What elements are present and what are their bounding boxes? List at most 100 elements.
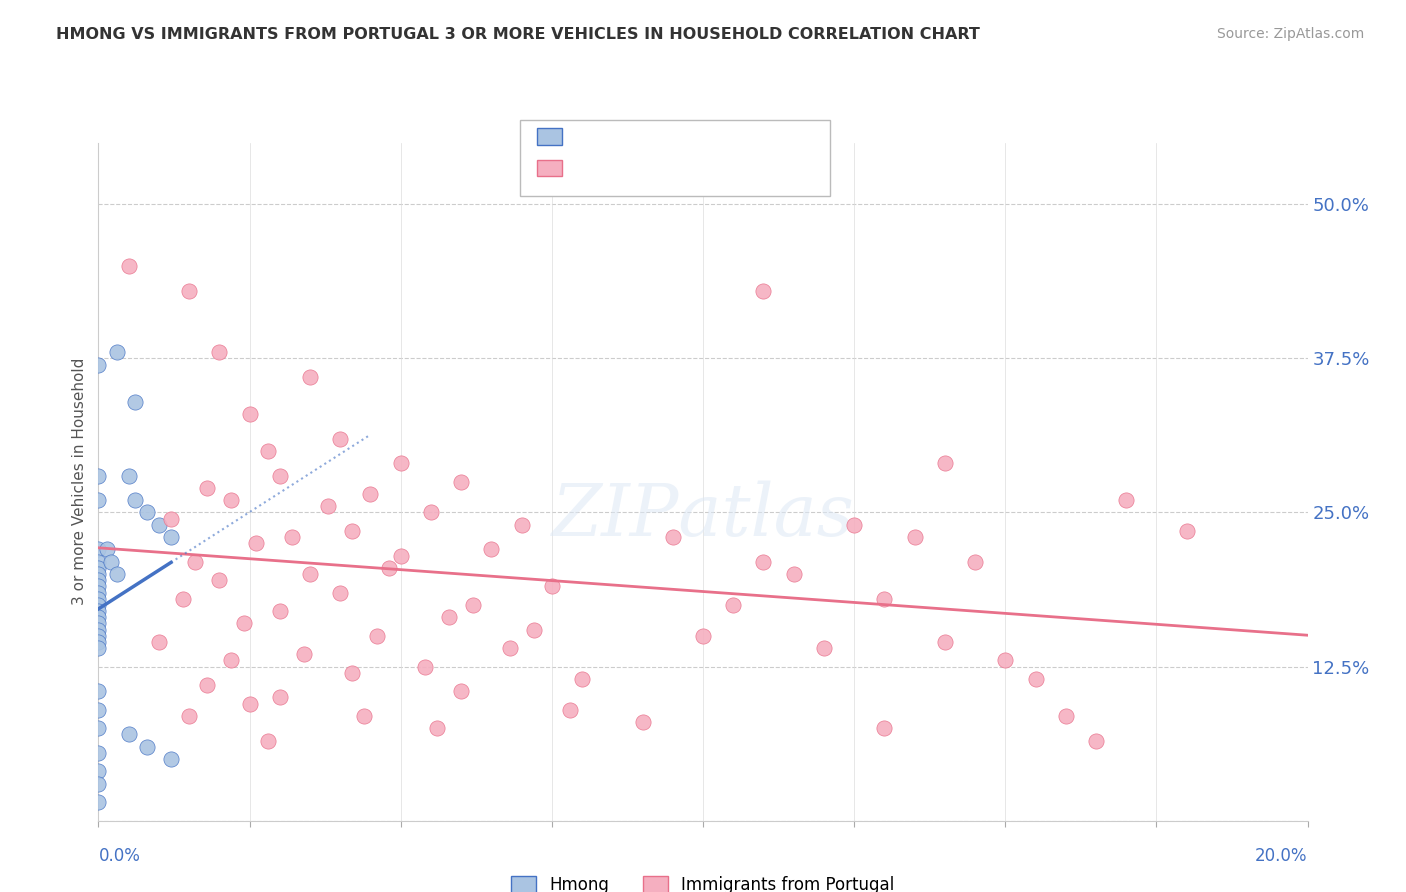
Text: Source: ZipAtlas.com: Source: ZipAtlas.com xyxy=(1216,27,1364,41)
Point xyxy=(118,727,141,741)
Text: 72: 72 xyxy=(721,159,744,177)
Point xyxy=(87,555,110,569)
Point xyxy=(256,443,278,458)
Point xyxy=(160,752,183,766)
Point xyxy=(752,284,775,298)
Point xyxy=(208,574,231,588)
Point xyxy=(118,259,141,273)
Point xyxy=(329,432,352,446)
Text: HMONG VS IMMIGRANTS FROM PORTUGAL 3 OR MORE VEHICLES IN HOUSEHOLD CORRELATION CH: HMONG VS IMMIGRANTS FROM PORTUGAL 3 OR M… xyxy=(56,27,980,42)
Point xyxy=(239,407,262,421)
Legend: Hmong, Immigrants from Portugal: Hmong, Immigrants from Portugal xyxy=(505,869,901,892)
Point xyxy=(87,604,110,618)
Point xyxy=(179,284,201,298)
Point xyxy=(87,567,110,582)
Point xyxy=(118,468,141,483)
Point xyxy=(148,517,170,532)
Text: 0.0%: 0.0% xyxy=(98,847,141,865)
Point xyxy=(329,585,352,599)
Point xyxy=(389,549,412,563)
Point xyxy=(1085,733,1108,747)
Point xyxy=(1054,709,1077,723)
Point xyxy=(184,555,207,569)
Point xyxy=(87,684,110,698)
Point xyxy=(420,506,443,520)
Point xyxy=(195,678,218,692)
Point xyxy=(813,641,835,656)
Point xyxy=(904,530,927,544)
Point xyxy=(87,598,110,612)
Point xyxy=(195,481,218,495)
Point xyxy=(87,358,110,372)
Point xyxy=(498,641,520,656)
Point xyxy=(135,506,157,520)
Point xyxy=(1175,524,1198,538)
Point xyxy=(450,684,472,698)
Y-axis label: 3 or more Vehicles in Household: 3 or more Vehicles in Household xyxy=(72,358,87,606)
Point xyxy=(179,709,201,723)
Point xyxy=(105,345,128,359)
Text: 39: 39 xyxy=(721,128,744,145)
Point xyxy=(160,530,183,544)
Text: 20.0%: 20.0% xyxy=(1256,847,1308,865)
Point xyxy=(232,616,254,631)
Point xyxy=(87,623,110,637)
Point xyxy=(342,665,364,680)
Point xyxy=(342,524,364,538)
Point xyxy=(87,610,110,624)
Text: R =: R = xyxy=(574,159,613,177)
Point xyxy=(1115,493,1137,508)
Point xyxy=(160,511,183,525)
Point xyxy=(124,394,146,409)
Point xyxy=(87,579,110,593)
Point xyxy=(723,598,745,612)
Point xyxy=(292,647,315,661)
Point xyxy=(377,561,399,575)
Point xyxy=(299,370,322,384)
Point xyxy=(87,616,110,631)
Point xyxy=(463,598,485,612)
Point xyxy=(481,542,503,557)
Point xyxy=(558,703,581,717)
Point xyxy=(873,591,896,606)
Point xyxy=(692,629,714,643)
Point xyxy=(844,517,866,532)
Point xyxy=(299,567,322,582)
Point xyxy=(87,641,110,656)
Point xyxy=(87,777,110,791)
Point xyxy=(245,536,267,550)
Point xyxy=(782,567,804,582)
Point xyxy=(87,585,110,599)
Point xyxy=(148,635,170,649)
Point xyxy=(239,697,262,711)
Point xyxy=(100,555,122,569)
Point xyxy=(87,574,110,588)
Point xyxy=(360,487,382,501)
Point xyxy=(135,739,157,754)
Point xyxy=(965,555,987,569)
Point xyxy=(366,629,388,643)
Point xyxy=(437,610,460,624)
Point xyxy=(269,690,291,705)
Point xyxy=(105,567,128,582)
Point xyxy=(426,721,449,735)
Point xyxy=(269,468,291,483)
Text: 0.215: 0.215 xyxy=(619,159,671,177)
Point xyxy=(96,542,118,557)
Point xyxy=(87,629,110,643)
Point xyxy=(87,746,110,760)
Point xyxy=(208,345,231,359)
Point xyxy=(87,493,110,508)
Point xyxy=(87,703,110,717)
Point xyxy=(221,493,243,508)
Point xyxy=(934,635,956,649)
Point xyxy=(87,635,110,649)
Point xyxy=(87,468,110,483)
Point xyxy=(87,561,110,575)
Point xyxy=(413,659,436,673)
Point xyxy=(87,764,110,779)
Point xyxy=(172,591,194,606)
Text: N =: N = xyxy=(665,128,717,145)
Point xyxy=(934,456,956,470)
Point xyxy=(124,493,146,508)
